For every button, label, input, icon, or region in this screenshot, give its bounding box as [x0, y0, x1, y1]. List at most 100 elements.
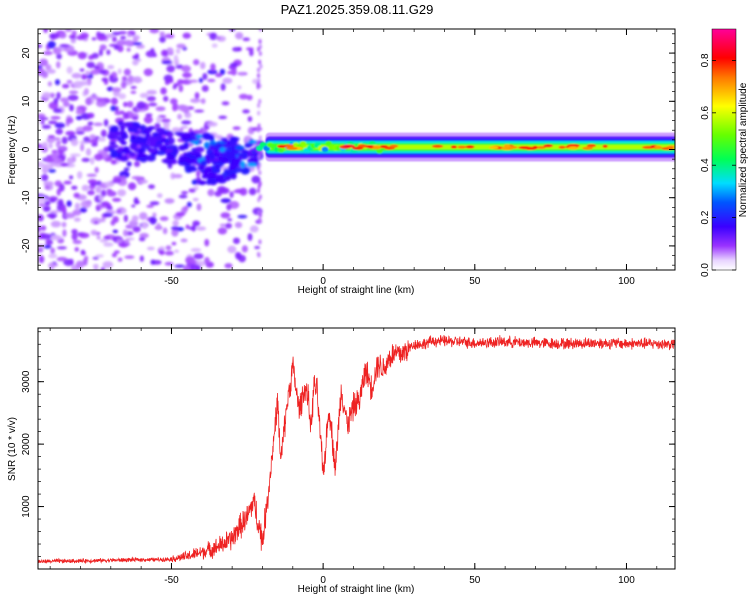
noise-blob: [118, 93, 127, 100]
noise-blob: [139, 232, 149, 239]
colorbar-frame: [711, 28, 737, 271]
heatmap-blobs: [38, 29, 265, 270]
noise-blob: [95, 254, 104, 258]
noise-blob: [121, 76, 128, 81]
noise-blob: [90, 182, 97, 187]
carrier-hotspot: [567, 146, 579, 150]
noise-blob: [43, 181, 54, 187]
noise-blob: [138, 237, 146, 242]
noise-blob: [133, 161, 141, 168]
signal-blob: [130, 134, 136, 140]
noise-blob: [51, 149, 59, 153]
noise-blob: [40, 225, 47, 231]
noise-blob: [56, 188, 61, 196]
noise-blob: [156, 116, 162, 124]
noise-blob: [93, 65, 100, 70]
noise-blob: [175, 48, 181, 54]
noise-blob: [86, 61, 96, 69]
y-tick-label: 3000: [21, 370, 32, 393]
noise-blob: [132, 54, 139, 60]
noise-blob: [149, 216, 157, 225]
noise-blob: [38, 214, 44, 222]
colorbar-tick-label: 0.4: [700, 158, 711, 172]
noise-blob: [152, 212, 157, 218]
noise-blob: [46, 136, 56, 144]
noise-blob: [249, 48, 254, 57]
noise-blob: [84, 255, 89, 262]
noise-blob: [82, 125, 93, 132]
y-tick-label: 10: [21, 95, 32, 107]
carrier-hotspot: [602, 144, 608, 148]
y-tick-label: 0: [21, 146, 32, 152]
stripe-blob: [256, 165, 260, 171]
noise-blob: [146, 246, 155, 251]
signal-blob: [146, 156, 153, 161]
heatmap-band: [255, 132, 675, 162]
noise-blob: [160, 118, 171, 123]
noise-blob: [138, 179, 148, 184]
carrier-hotspot: [654, 145, 662, 149]
noise-blob: [70, 138, 79, 147]
noise-blob: [194, 92, 200, 100]
noise-blob: [45, 158, 55, 163]
noise-blob: [93, 220, 99, 225]
noise-blob: [41, 70, 49, 79]
noise-blob: [56, 92, 61, 100]
noise-blob: [106, 190, 117, 197]
noise-blob: [150, 259, 156, 265]
snr-frame: [37, 327, 676, 570]
noise-blob: [186, 201, 192, 208]
noise-blob: [131, 176, 143, 180]
noise-blob: [48, 168, 56, 173]
noise-blob: [131, 215, 139, 222]
spectrogram-heatmap: [38, 29, 675, 270]
noise-blob: [242, 109, 250, 114]
colorbar-ticks: 0.0 0.2 0.4 0.6 0.8: [700, 53, 736, 277]
stripe-blob: [258, 170, 262, 176]
noise-blob: [100, 129, 107, 138]
noise-blob: [182, 72, 192, 78]
noise-blob: [116, 39, 127, 46]
noise-blob: [38, 225, 41, 233]
noise-blob: [195, 226, 207, 231]
noise-blob: [235, 32, 244, 40]
noise-blob: [174, 249, 180, 253]
noise-blob: [164, 198, 175, 204]
noise-blob: [219, 68, 226, 76]
stripe-blob: [257, 123, 261, 129]
noise-blob: [44, 200, 51, 206]
noise-blob: [99, 44, 107, 51]
noise-blob: [124, 255, 135, 259]
carrier-hotspot: [450, 145, 458, 149]
noise-blob: [161, 60, 173, 65]
signal-blob: [114, 131, 122, 137]
noise-blob: [173, 173, 183, 179]
x-tick-label: 0: [320, 575, 326, 586]
noise-blob: [50, 115, 61, 120]
noise-blob: [146, 95, 156, 102]
noise-blob: [234, 221, 243, 229]
noise-blob: [75, 115, 83, 121]
noise-blob: [96, 97, 104, 103]
carrier-onset-blob: [321, 146, 329, 153]
stripe-blob: [257, 252, 261, 258]
noise-blob: [71, 185, 78, 190]
signal-blob: [167, 144, 178, 150]
noise-blob: [73, 217, 81, 222]
stripe-blob: [258, 51, 262, 57]
noise-blob: [176, 43, 186, 49]
signal-blob: [247, 152, 253, 157]
signal-tail-blob: [204, 167, 213, 172]
noise-blob: [69, 153, 81, 157]
noise-blob: [122, 112, 129, 120]
noise-blob: [145, 50, 157, 58]
noise-blob: [87, 139, 96, 144]
noise-blob: [239, 72, 245, 76]
noise-blob: [43, 244, 52, 249]
noise-blob: [96, 35, 108, 41]
noise-blob: [185, 224, 190, 230]
noise-blob: [41, 146, 49, 153]
noise-blob: [103, 242, 114, 247]
noise-blob: [181, 120, 192, 125]
noise-blob: [207, 69, 218, 75]
